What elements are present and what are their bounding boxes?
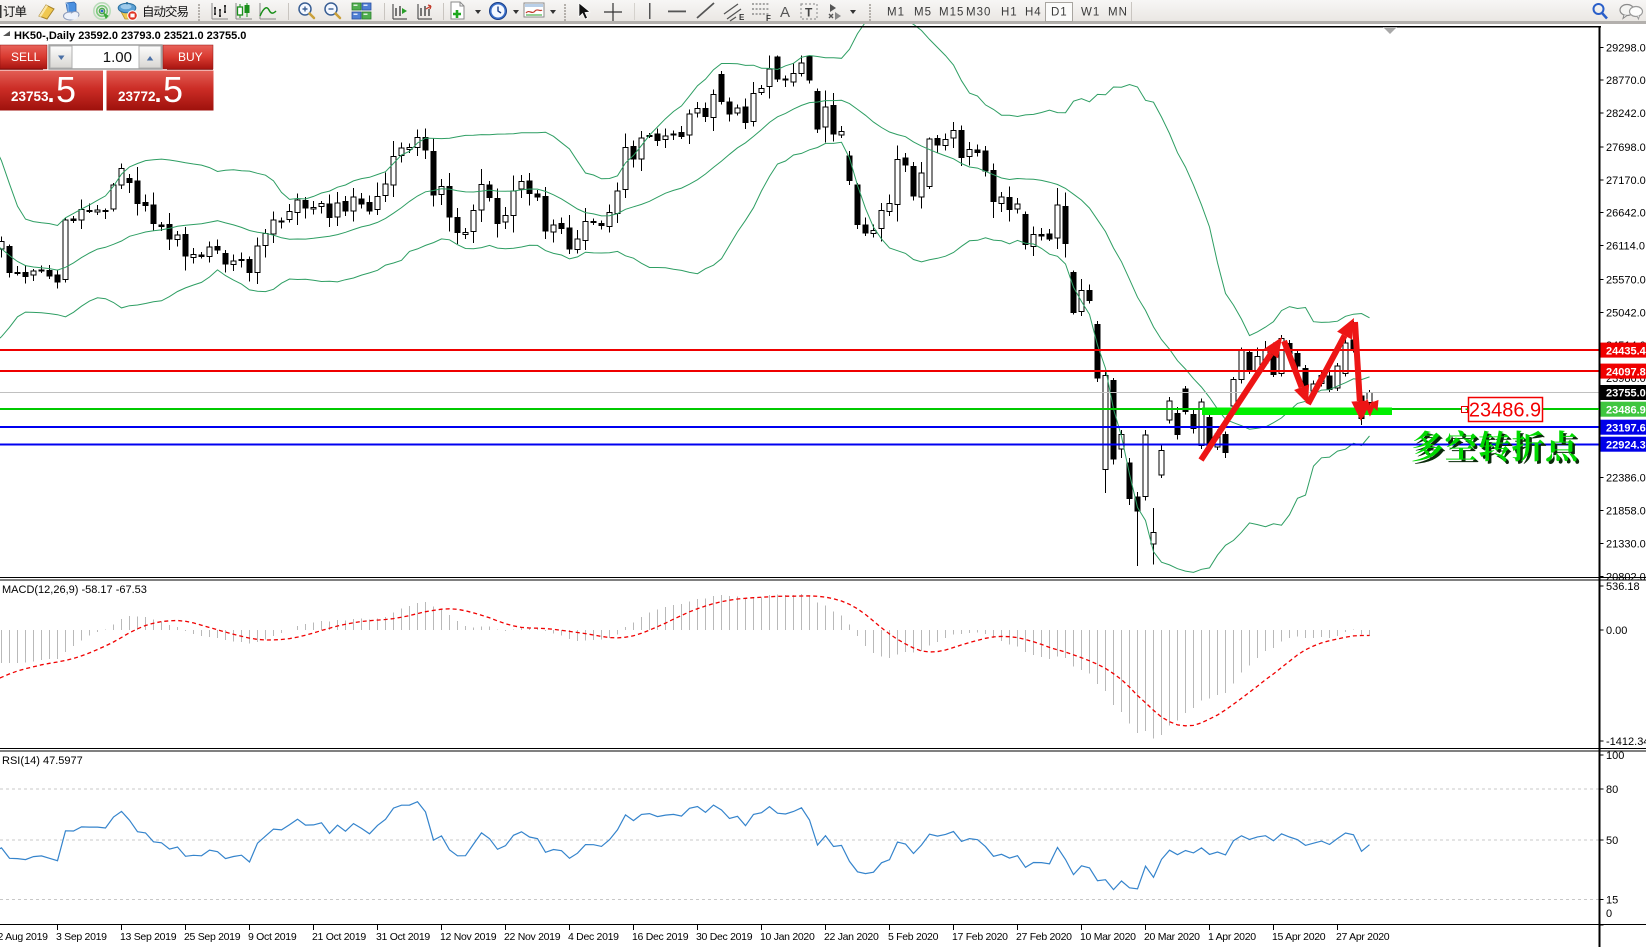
svg-text:22 Jan 2020: 22 Jan 2020	[824, 931, 879, 943]
svg-text:H1: H1	[1001, 7, 1018, 19]
svg-text:A: A	[780, 4, 790, 21]
svg-text:21 Oct 2019: 21 Oct 2019	[312, 931, 366, 943]
svg-text:27698.0: 27698.0	[1606, 142, 1646, 154]
svg-text:M30: M30	[966, 7, 991, 19]
svg-text:23486.9: 23486.9	[1606, 404, 1646, 416]
svg-text:10 Mar 2020: 10 Mar 2020	[1080, 931, 1136, 943]
svg-text:5 Feb 2020: 5 Feb 2020	[888, 931, 939, 943]
svg-text:F: F	[766, 14, 771, 23]
svg-text:25 Sep 2019: 25 Sep 2019	[184, 931, 241, 943]
svg-text:HK50-,Daily 23592.0 23793.0 2: HK50-,Daily 23592.0 23793.0 23521.0 2375…	[14, 30, 246, 42]
svg-text:E: E	[739, 13, 745, 22]
svg-text:MACD(12,26,9) -58.17 -67.53: MACD(12,26,9) -58.17 -67.53	[2, 584, 147, 596]
svg-text:27 Apr 2020: 27 Apr 2020	[1336, 931, 1390, 943]
svg-text:0: 0	[1606, 908, 1612, 920]
svg-text:27170.0: 27170.0	[1606, 175, 1646, 187]
svg-text:12 Nov 2019: 12 Nov 2019	[440, 931, 497, 943]
svg-text:3 Sep 2019: 3 Sep 2019	[56, 931, 107, 943]
svg-text:21330.0: 21330.0	[1606, 539, 1646, 551]
svg-text:26642.0: 26642.0	[1606, 208, 1646, 220]
svg-text:M1: M1	[887, 7, 905, 19]
svg-text:26114.0: 26114.0	[1606, 241, 1645, 253]
svg-text:20802.0: 20802.0	[1606, 571, 1646, 583]
svg-text:24435.4: 24435.4	[1606, 345, 1646, 357]
svg-text:23755.0: 23755.0	[1606, 388, 1646, 400]
svg-text:15 Apr 2020: 15 Apr 2020	[1272, 931, 1326, 943]
svg-text:.5: .5	[153, 69, 183, 110]
svg-text:1 Apr 2020: 1 Apr 2020	[1208, 931, 1256, 943]
svg-text:10 Jan 2020: 10 Jan 2020	[760, 931, 815, 943]
svg-text:SELL: SELL	[11, 50, 41, 64]
svg-text:MN: MN	[1108, 7, 1128, 19]
svg-text:22924.3: 22924.3	[1606, 439, 1646, 451]
svg-text:50: 50	[1606, 835, 1618, 847]
svg-text:28242.0: 28242.0	[1606, 108, 1646, 120]
svg-text:25042.0: 25042.0	[1606, 307, 1646, 319]
svg-text:-1412.34: -1412.34	[1606, 736, 1646, 748]
svg-text:20 Mar 2020: 20 Mar 2020	[1144, 931, 1200, 943]
svg-text:29298.0: 29298.0	[1606, 42, 1646, 54]
svg-text:23197.6: 23197.6	[1606, 422, 1646, 434]
svg-text:23772: 23772	[118, 89, 156, 104]
svg-text:23753: 23753	[11, 89, 49, 104]
svg-text:21858.0: 21858.0	[1606, 506, 1646, 518]
svg-text:80: 80	[1606, 784, 1618, 796]
svg-text:24097.8: 24097.8	[1606, 366, 1646, 378]
svg-text:0.00: 0.00	[1606, 625, 1627, 637]
svg-text:28770.0: 28770.0	[1606, 75, 1646, 87]
svg-text:W1: W1	[1081, 7, 1100, 19]
svg-text:31 Oct 2019: 31 Oct 2019	[376, 931, 430, 943]
svg-text:D1: D1	[1051, 7, 1068, 19]
svg-text:M15: M15	[939, 7, 964, 19]
svg-text:16 Dec 2019: 16 Dec 2019	[632, 931, 689, 943]
svg-text:27 Feb 2020: 27 Feb 2020	[1016, 931, 1072, 943]
svg-text:25570.0: 25570.0	[1606, 275, 1646, 287]
svg-text:30 Dec 2019: 30 Dec 2019	[696, 931, 753, 943]
svg-text:23486.9: 23486.9	[1469, 400, 1541, 422]
svg-text:M5: M5	[914, 7, 932, 19]
svg-text:22 Nov 2019: 22 Nov 2019	[504, 931, 561, 943]
svg-text:17 Feb 2020: 17 Feb 2020	[952, 931, 1008, 943]
svg-text:100: 100	[1606, 750, 1624, 762]
svg-text:536.18: 536.18	[1606, 581, 1640, 593]
svg-text:15: 15	[1606, 895, 1618, 907]
svg-text:.5: .5	[46, 69, 76, 110]
svg-text:H4: H4	[1025, 7, 1042, 19]
svg-text:BUY: BUY	[178, 50, 203, 64]
svg-text:13 Sep 2019: 13 Sep 2019	[120, 931, 177, 943]
svg-text:RSI(14) 47.5977: RSI(14) 47.5977	[2, 755, 83, 767]
svg-text:4 Dec 2019: 4 Dec 2019	[568, 931, 619, 943]
svg-text:T: T	[805, 6, 813, 20]
svg-text:1.00: 1.00	[103, 49, 132, 66]
svg-text:22 Aug 2019: 22 Aug 2019	[0, 931, 48, 943]
svg-text:22386.0: 22386.0	[1606, 473, 1646, 485]
svg-text:9 Oct 2019: 9 Oct 2019	[248, 931, 297, 943]
